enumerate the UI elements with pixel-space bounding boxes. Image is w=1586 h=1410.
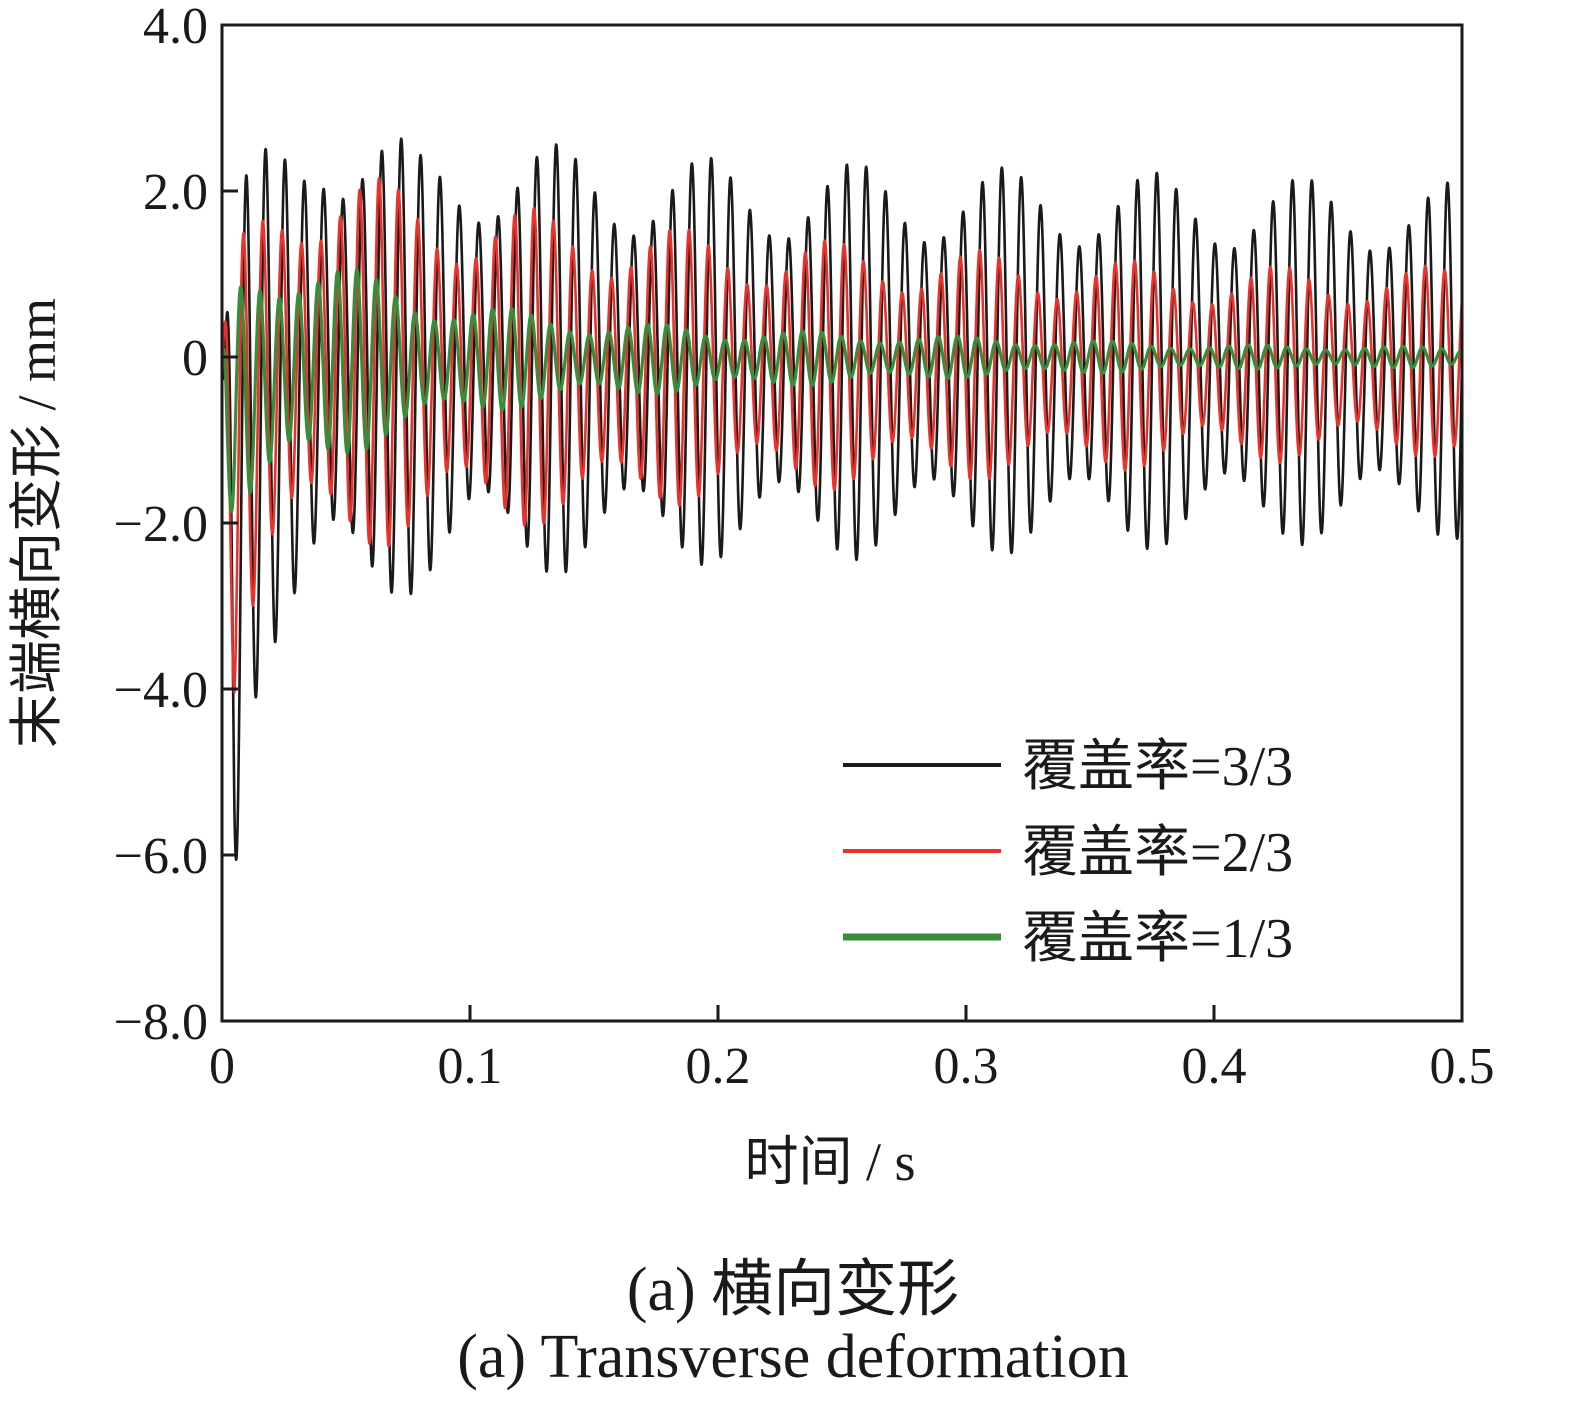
y-tick-label: −4.0: [114, 662, 208, 719]
x-tick-label: 0.4: [1182, 1038, 1247, 1095]
y-tick-label: 2.0: [143, 164, 208, 221]
x-tick-label: 0.1: [438, 1038, 503, 1095]
x-tick-label: 0: [209, 1038, 235, 1095]
legend: 覆盖率=3/3 覆盖率=2/3 覆盖率=1/3: [843, 736, 1293, 970]
y-tick-label: 4.0: [143, 0, 208, 55]
x-axis-title: 时间 / s: [744, 1132, 915, 1192]
legend-label-3: 覆盖率=1/3: [1022, 908, 1293, 970]
series-line-2: [222, 176, 1462, 694]
series-layer: [222, 137, 1462, 862]
y-axis-title: 末端横向变形 / mm: [7, 298, 67, 748]
series-line-3: [222, 268, 1462, 513]
caption-chinese: (a) 横向变形: [626, 1256, 960, 1324]
caption-english: (a) Transverse deformation: [457, 1323, 1129, 1391]
x-tick-label: 0.2: [686, 1038, 751, 1095]
chart: 0 0.1 0.2 0.3 0.4 0.54.02.00−2.0−4.0−6.0−8.0 …: [7, 0, 1495, 1192]
legend-label-1: 覆盖率=3/3: [1022, 736, 1293, 798]
y-tick-label: −8.0: [114, 994, 208, 1051]
x-tick-label: 0.3: [934, 1038, 999, 1095]
legend-label-2: 覆盖率=2/3: [1022, 822, 1293, 884]
x-tick-label: 0.5: [1430, 1038, 1495, 1095]
y-tick-label: −2.0: [114, 496, 208, 553]
ticks-layer: 0 0.1 0.2 0.3 0.4 0.5 4.0 2.0 0 −2.0 −4.0 −6.0 −8.0: [114, 0, 1495, 1095]
y-tick-label: −6.0: [114, 828, 208, 885]
y-tick-label: 0: [182, 330, 208, 387]
series-line-1: [222, 137, 1462, 862]
